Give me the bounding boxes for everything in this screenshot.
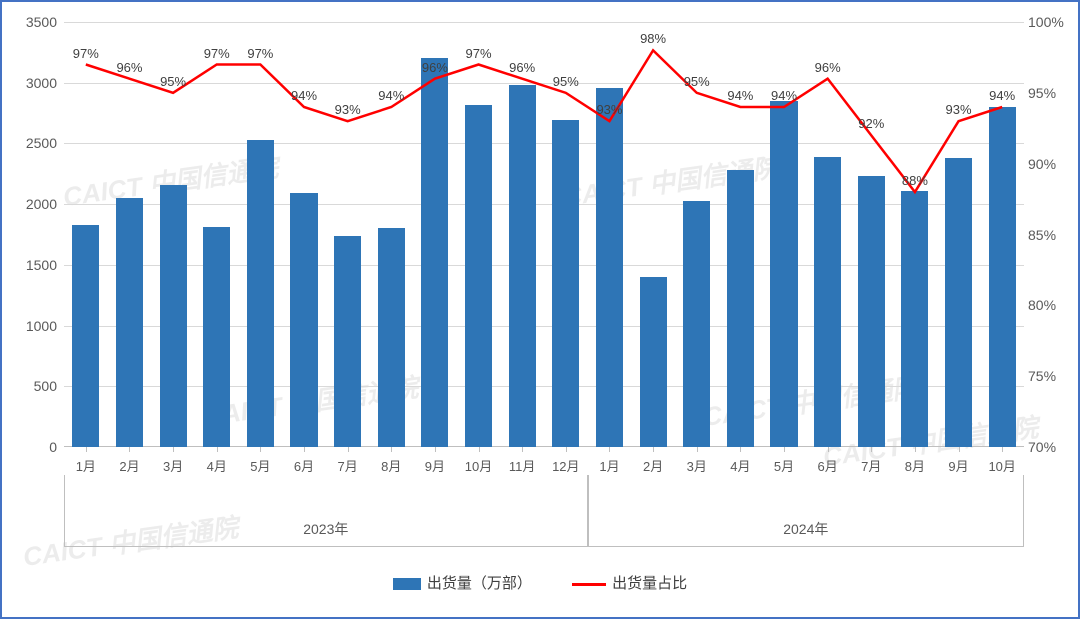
- x-tick: [697, 447, 698, 452]
- x-month-label: 6月: [818, 456, 838, 475]
- line-point-label: 93%: [335, 102, 361, 117]
- legend-swatch-bar: [393, 578, 421, 590]
- x-month-label: 9月: [425, 456, 445, 475]
- x-tick: [784, 447, 785, 452]
- line-point-label: 97%: [466, 46, 492, 61]
- x-tick: [86, 447, 87, 452]
- x-tick: [740, 447, 741, 452]
- legend-item-bar: 出货量（万部）: [393, 572, 532, 593]
- line-point-label: 96%: [509, 60, 535, 75]
- x-tick: [129, 447, 130, 452]
- x-tick: [391, 447, 392, 452]
- line-point-label: 96%: [116, 60, 142, 75]
- x-month-label: 2月: [119, 456, 139, 475]
- x-month-label: 8月: [905, 456, 925, 475]
- x-month-label: 10月: [465, 456, 492, 475]
- x-month-label: 4月: [207, 456, 227, 475]
- x-month-label: 5月: [774, 456, 794, 475]
- line-point-label: 97%: [73, 46, 99, 61]
- y-left-tick-label: 2500: [2, 135, 57, 151]
- x-month-label: 10月: [988, 456, 1015, 475]
- line-data-labels: 97% 96% 95% 97% 97% 94% 93% 94% 96% 97% 96% 95% 93% 9…: [64, 22, 1024, 447]
- line-point-label: 94%: [727, 88, 753, 103]
- line-point-label: 94%: [771, 88, 797, 103]
- line-point-label: 96%: [815, 60, 841, 75]
- year-group-label: 2024年: [783, 519, 828, 539]
- y-left-tick-label: 1000: [2, 318, 57, 334]
- y-left-tick-label: 1500: [2, 257, 57, 273]
- x-tick: [173, 447, 174, 452]
- line-point-label: 96%: [422, 60, 448, 75]
- x-tick: [304, 447, 305, 452]
- line-point-label: 93%: [946, 102, 972, 117]
- x-month-label: 7月: [861, 456, 881, 475]
- year-group-label: 2023年: [303, 519, 348, 539]
- x-month-label: 3月: [687, 456, 707, 475]
- x-tick: [435, 447, 436, 452]
- x-month-label: 1月: [599, 456, 619, 475]
- y-right-tick-label: 80%: [1028, 297, 1078, 313]
- x-tick: [871, 447, 872, 452]
- legend-swatch-line: [572, 583, 606, 586]
- line-point-label: 94%: [378, 88, 404, 103]
- x-month-label: 4月: [730, 456, 750, 475]
- line-point-label: 94%: [291, 88, 317, 103]
- y-left-tick-label: 0: [2, 439, 57, 455]
- x-month-label: 12月: [552, 456, 579, 475]
- x-tick: [566, 447, 567, 452]
- line-point-label: 97%: [204, 46, 230, 61]
- y-left-tick-label: 500: [2, 378, 57, 394]
- x-tick: [348, 447, 349, 452]
- x-tick: [217, 447, 218, 452]
- line-point-label: 92%: [858, 116, 884, 131]
- x-month-label: 3月: [163, 456, 183, 475]
- line-point-label: 95%: [553, 74, 579, 89]
- line-point-label: 95%: [160, 74, 186, 89]
- y-left-tick-label: 2000: [2, 196, 57, 212]
- x-tick: [828, 447, 829, 452]
- x-tick: [609, 447, 610, 452]
- x-month-label: 5月: [250, 456, 270, 475]
- line-point-label: 88%: [902, 173, 928, 188]
- x-tick: [1002, 447, 1003, 452]
- legend-label-bar: 出货量（万部）: [427, 575, 532, 592]
- x-month-label: 6月: [294, 456, 314, 475]
- legend-label-line: 出货量占比: [612, 575, 687, 592]
- shipment-chart: CAICT 中国信通院CAICT 中国信通院CAICT 中国信通院CAICT 中…: [0, 0, 1080, 619]
- y-left-tick-label: 3500: [2, 14, 57, 30]
- x-month-label: 2月: [643, 456, 663, 475]
- x-tick: [915, 447, 916, 452]
- x-tick: [522, 447, 523, 452]
- y-right-tick-label: 100%: [1028, 14, 1078, 30]
- x-month-label: 9月: [948, 456, 968, 475]
- y-right-tick-label: 70%: [1028, 439, 1078, 455]
- y-right-tick-label: 90%: [1028, 156, 1078, 172]
- legend: 出货量（万部） 出货量占比: [2, 572, 1078, 593]
- x-month-label: 1月: [76, 456, 96, 475]
- x-tick: [959, 447, 960, 452]
- y-right-tick-label: 95%: [1028, 85, 1078, 101]
- y-right-tick-label: 75%: [1028, 368, 1078, 384]
- x-month-label: 11月: [509, 456, 536, 475]
- line-point-label: 97%: [247, 46, 273, 61]
- y-right-tick-label: 85%: [1028, 227, 1078, 243]
- x-tick: [260, 447, 261, 452]
- line-point-label: 95%: [684, 74, 710, 89]
- x-tick: [653, 447, 654, 452]
- line-point-label: 94%: [989, 88, 1015, 103]
- x-month-label: 7月: [338, 456, 358, 475]
- line-point-label: 93%: [596, 102, 622, 117]
- x-month-label: 8月: [381, 456, 401, 475]
- line-point-label: 98%: [640, 31, 666, 46]
- x-tick: [479, 447, 480, 452]
- y-left-tick-label: 3000: [2, 75, 57, 91]
- legend-item-line: 出货量占比: [572, 572, 687, 593]
